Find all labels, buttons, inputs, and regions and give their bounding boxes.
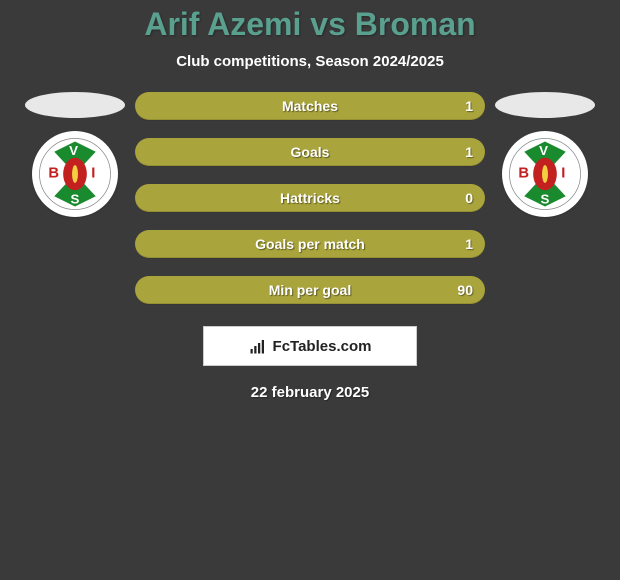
- subtitle: Club competitions, Season 2024/2025: [0, 53, 620, 70]
- stat-bar: Goals 1: [135, 138, 485, 166]
- right-player-photo: [495, 92, 595, 118]
- stat-label: Goals: [291, 144, 330, 160]
- date: 22 february 2025: [0, 384, 620, 401]
- svg-text:V: V: [539, 143, 548, 158]
- stat-bar: Matches 1: [135, 92, 485, 120]
- svg-text:V: V: [69, 143, 78, 158]
- stat-label: Hattricks: [280, 190, 340, 206]
- stat-right-value: 1: [465, 230, 473, 258]
- left-player-col: B I V S: [25, 92, 125, 217]
- club-badge-svg: B I V S: [38, 137, 112, 211]
- chart-icon: [249, 337, 267, 355]
- svg-text:B: B: [48, 166, 59, 182]
- stat-label: Matches: [282, 98, 338, 114]
- stat-label: Min per goal: [269, 282, 351, 298]
- stat-bar: Hattricks 0: [135, 184, 485, 212]
- site-tag: FcTables.com: [203, 326, 417, 366]
- stat-right-value: 1: [465, 92, 473, 120]
- svg-text:B: B: [518, 166, 529, 182]
- club-badge-svg: B I V S: [508, 137, 582, 211]
- stat-bar: Goals per match 1: [135, 230, 485, 258]
- right-player-col: B I V S: [495, 92, 595, 217]
- right-club-badge: B I V S: [502, 131, 588, 217]
- stats-bars: Matches 1 Goals 1 Hattricks 0 Goals per …: [135, 92, 485, 304]
- stat-bar: Min per goal 90: [135, 276, 485, 304]
- stat-right-value: 0: [465, 184, 473, 212]
- svg-text:I: I: [91, 166, 95, 182]
- stat-right-value: 1: [465, 138, 473, 166]
- page-title: Arif Azemi vs Broman: [0, 0, 620, 43]
- site-text: FcTables.com: [273, 338, 372, 355]
- left-player-photo: [25, 92, 125, 118]
- svg-text:S: S: [71, 192, 80, 207]
- stat-right-value: 90: [457, 276, 473, 304]
- svg-text:I: I: [561, 166, 565, 182]
- left-club-badge: B I V S: [32, 131, 118, 217]
- compare-area: B I V S Matches 1 Goals 1 Hattricks 0 Go…: [0, 92, 620, 304]
- svg-text:S: S: [541, 192, 550, 207]
- content: Arif Azemi vs Broman Club competitions, …: [0, 0, 620, 580]
- stat-label: Goals per match: [255, 236, 365, 252]
